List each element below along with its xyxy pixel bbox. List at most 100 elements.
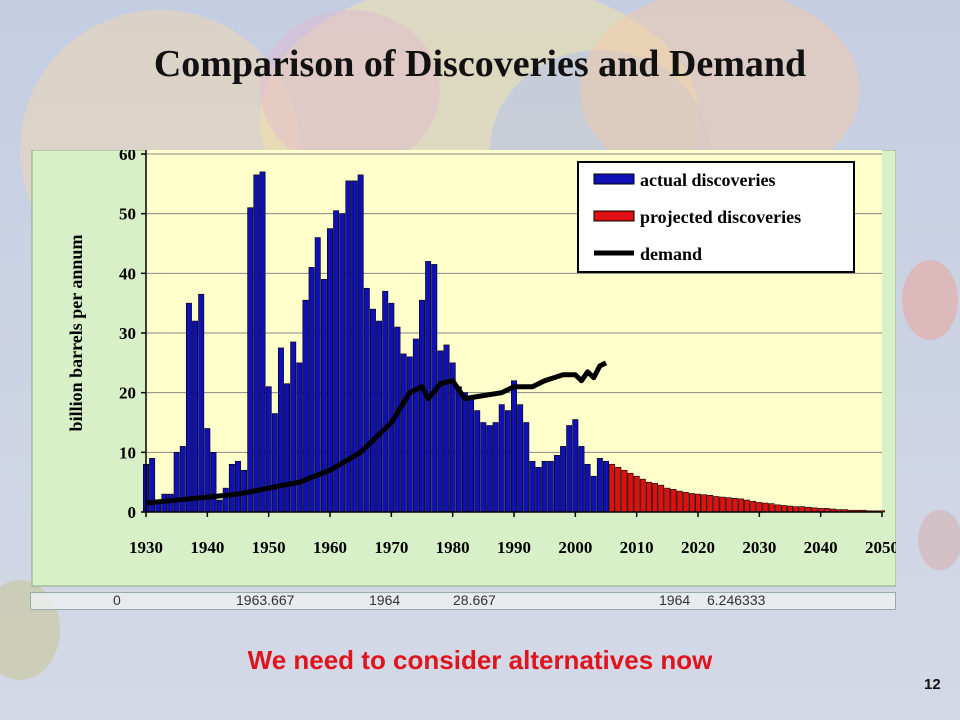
actual-discovery-bar — [369, 308, 376, 513]
projected-discovery-bar — [799, 506, 806, 513]
actual-discovery-bar — [419, 299, 425, 513]
actual-discovery-bar — [210, 452, 217, 513]
actual-discovery-bar — [541, 460, 548, 513]
actual-discovery-bar — [173, 452, 180, 513]
actual-discovery-bar — [566, 425, 573, 513]
actual-discovery-bar — [296, 362, 303, 513]
actual-discovery-bar — [412, 338, 419, 513]
strip-value: 1964 — [369, 592, 401, 608]
x-tick-label: 1950 — [252, 538, 286, 557]
x-tick-label: 1970 — [374, 538, 408, 557]
actual-discovery-bar — [400, 353, 407, 513]
actual-discovery-bar — [259, 171, 266, 513]
actual-discovery-bar — [461, 392, 468, 513]
strip-value: 6.246333 — [707, 592, 766, 608]
y-tick-label: 0 — [128, 503, 137, 522]
actual-discovery-bar — [228, 463, 235, 513]
projected-discovery-bar — [639, 478, 646, 513]
projected-discovery-bar — [707, 494, 714, 513]
y-tick-label: 10 — [119, 443, 136, 462]
y-tick-label: 20 — [119, 384, 136, 403]
projected-discovery-bar — [621, 469, 628, 513]
x-tick-label: 1980 — [436, 538, 470, 557]
y-tick-label: 30 — [119, 324, 136, 343]
actual-discovery-bar — [382, 290, 389, 513]
actual-discovery-bar — [596, 457, 603, 513]
actual-discovery-bar — [553, 455, 560, 513]
y-tick-label: 50 — [119, 205, 136, 224]
actual-discovery-bar — [376, 320, 383, 513]
actual-discovery-bar — [560, 446, 567, 513]
legend-label: actual discoveries — [640, 170, 775, 190]
projected-discovery-bar — [737, 498, 744, 513]
projected-discovery-bar — [774, 504, 781, 513]
projected-discovery-bar — [756, 502, 763, 513]
actual-discovery-bar — [455, 386, 462, 513]
actual-discovery-bar — [437, 350, 444, 513]
actual-discovery-bar — [198, 293, 205, 513]
actual-discovery-bar — [603, 460, 609, 513]
y-tick-label: 40 — [119, 264, 136, 283]
x-tick-label: 1990 — [497, 538, 531, 557]
x-tick-label: 2030 — [742, 538, 776, 557]
actual-discovery-bar — [357, 174, 364, 513]
x-tick-label: 2040 — [804, 538, 838, 557]
chart-panel: 0 10 20 30 40 50 60 1930 1940 1950 1960 1970 1980 199… — [30, 150, 896, 590]
projected-discovery-bar — [725, 497, 732, 513]
actual-discovery-bar — [486, 425, 493, 513]
x-tick-label: 2010 — [620, 538, 654, 557]
legend-swatch-projected — [593, 210, 635, 222]
strip-value: 1963.667 — [236, 592, 295, 608]
y-tick-label: 60 — [119, 150, 136, 164]
actual-discovery-bar — [443, 344, 450, 513]
actual-discovery-bar — [511, 380, 517, 513]
projected-discovery-bar — [701, 494, 708, 513]
strip-value: 0 — [113, 592, 121, 608]
projected-discovery-bar — [719, 496, 726, 513]
x-tick-label: 2000 — [558, 538, 592, 557]
projected-discovery-bar — [682, 492, 689, 513]
projected-discovery-bar — [615, 466, 622, 513]
y-axis-label: billion barrels per annum — [66, 235, 86, 432]
actual-discovery-bar — [498, 404, 505, 513]
actual-discovery-bar — [523, 422, 530, 513]
footer-message: We need to consider alternatives now — [247, 645, 713, 675]
actual-discovery-bar — [535, 466, 542, 513]
projected-discovery-bar — [713, 496, 720, 513]
projected-discovery-bar — [652, 483, 659, 513]
x-tick-label: 2050 — [865, 538, 896, 557]
actual-discovery-bar — [185, 302, 192, 513]
projected-discovery-bar — [780, 505, 787, 513]
projected-discovery-bar — [609, 463, 616, 513]
actual-discovery-bar — [425, 261, 432, 513]
x-tick-label: 1940 — [190, 538, 224, 557]
actual-discovery-bar — [253, 174, 260, 513]
actual-discovery-bar — [474, 410, 481, 513]
actual-discovery-bar — [284, 383, 291, 513]
projected-discovery-bar — [688, 493, 695, 513]
actual-discovery-bar — [235, 460, 241, 513]
projected-discovery-bar — [731, 497, 738, 513]
projected-discovery-bar — [627, 472, 634, 513]
projected-discovery-bar — [793, 506, 800, 513]
projected-discovery-bar — [664, 487, 671, 513]
actual-discovery-bar — [584, 463, 591, 513]
actual-discovery-bar — [517, 404, 524, 513]
actual-discovery-bar — [492, 422, 499, 513]
actual-discovery-bar — [320, 279, 327, 513]
actual-discovery-bar — [480, 422, 487, 513]
legend-label: demand — [640, 244, 702, 264]
actual-discovery-bar — [572, 419, 579, 513]
actual-discovery-bar — [351, 180, 358, 513]
actual-discovery-bar — [406, 356, 413, 513]
demand-line — [145, 360, 608, 506]
actual-discovery-bar — [504, 410, 511, 513]
projected-discovery-bar — [645, 481, 652, 513]
slide-number: 12 — [924, 676, 941, 693]
actual-discovery-bar — [216, 499, 223, 513]
strip-value: 1964 — [659, 592, 691, 608]
actual-discovery-bar — [578, 446, 585, 513]
projected-discovery-bar — [633, 475, 640, 513]
actual-discovery-bar — [271, 413, 278, 513]
